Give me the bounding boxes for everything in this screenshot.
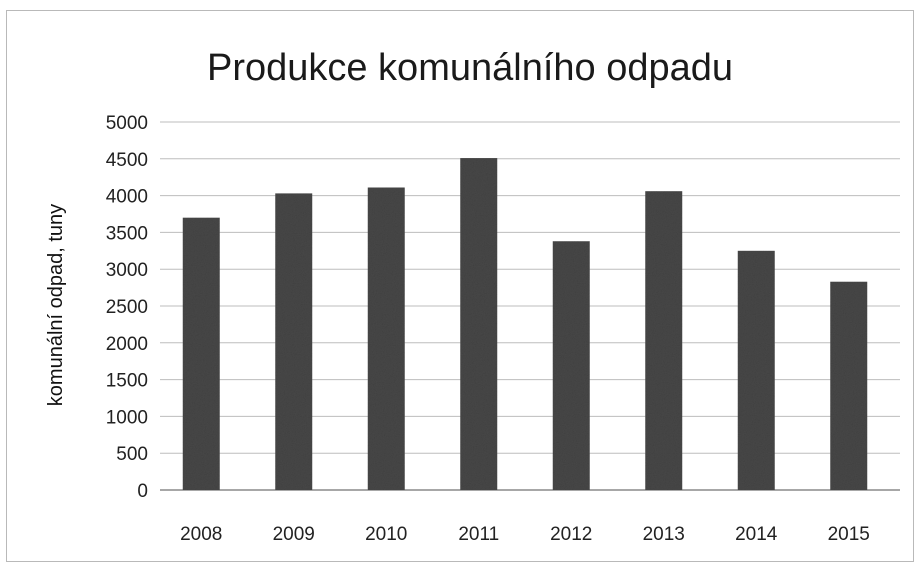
bar-2014 [737, 250, 775, 490]
x-tick-label: 2014 [735, 524, 778, 545]
y-tick-label: 1000 [106, 407, 148, 428]
bars [182, 158, 868, 490]
y-tick-label: 4500 [106, 150, 148, 171]
x-tick-label: 2009 [273, 524, 315, 545]
x-tick-label: 2011 [458, 524, 499, 545]
y-tick-label: 500 [116, 444, 148, 465]
y-axis-tick-labels: 0 500 1000 1500 2000 2500 3000 3500 4000 4500 5000 [106, 113, 148, 502]
y-tick-label: 2000 [106, 334, 148, 355]
x-tick-label: 2010 [365, 524, 407, 545]
bar-2010 [367, 187, 405, 490]
x-axis-tick-labels: 2008 2009 2010 2011 2012 2013 2014 2015 [180, 524, 870, 545]
bar-2013 [645, 191, 683, 490]
bar-2015 [830, 281, 868, 490]
y-tick-label: 1500 [106, 371, 148, 392]
x-tick-label: 2008 [180, 524, 222, 545]
y-tick-label: 5000 [106, 113, 148, 134]
y-tick-label: 3000 [106, 260, 148, 281]
y-axis-title: komunální odpad, tuny [45, 204, 67, 406]
bar-2011 [460, 158, 498, 490]
x-tick-label: 2013 [643, 524, 685, 545]
y-tick-label: 2500 [106, 297, 148, 318]
y-tick-label: 0 [137, 481, 148, 502]
bar-2009 [275, 193, 313, 490]
gridlines [160, 121, 900, 491]
chart-title: Produkce komunálního odpadu [207, 47, 733, 89]
x-tick-label: 2012 [550, 524, 592, 545]
bar-2012 [552, 241, 590, 490]
y-tick-label: 3500 [106, 223, 148, 244]
y-tick-label: 4000 [106, 187, 148, 208]
bar-2008 [182, 217, 220, 490]
x-tick-label: 2015 [828, 524, 870, 545]
